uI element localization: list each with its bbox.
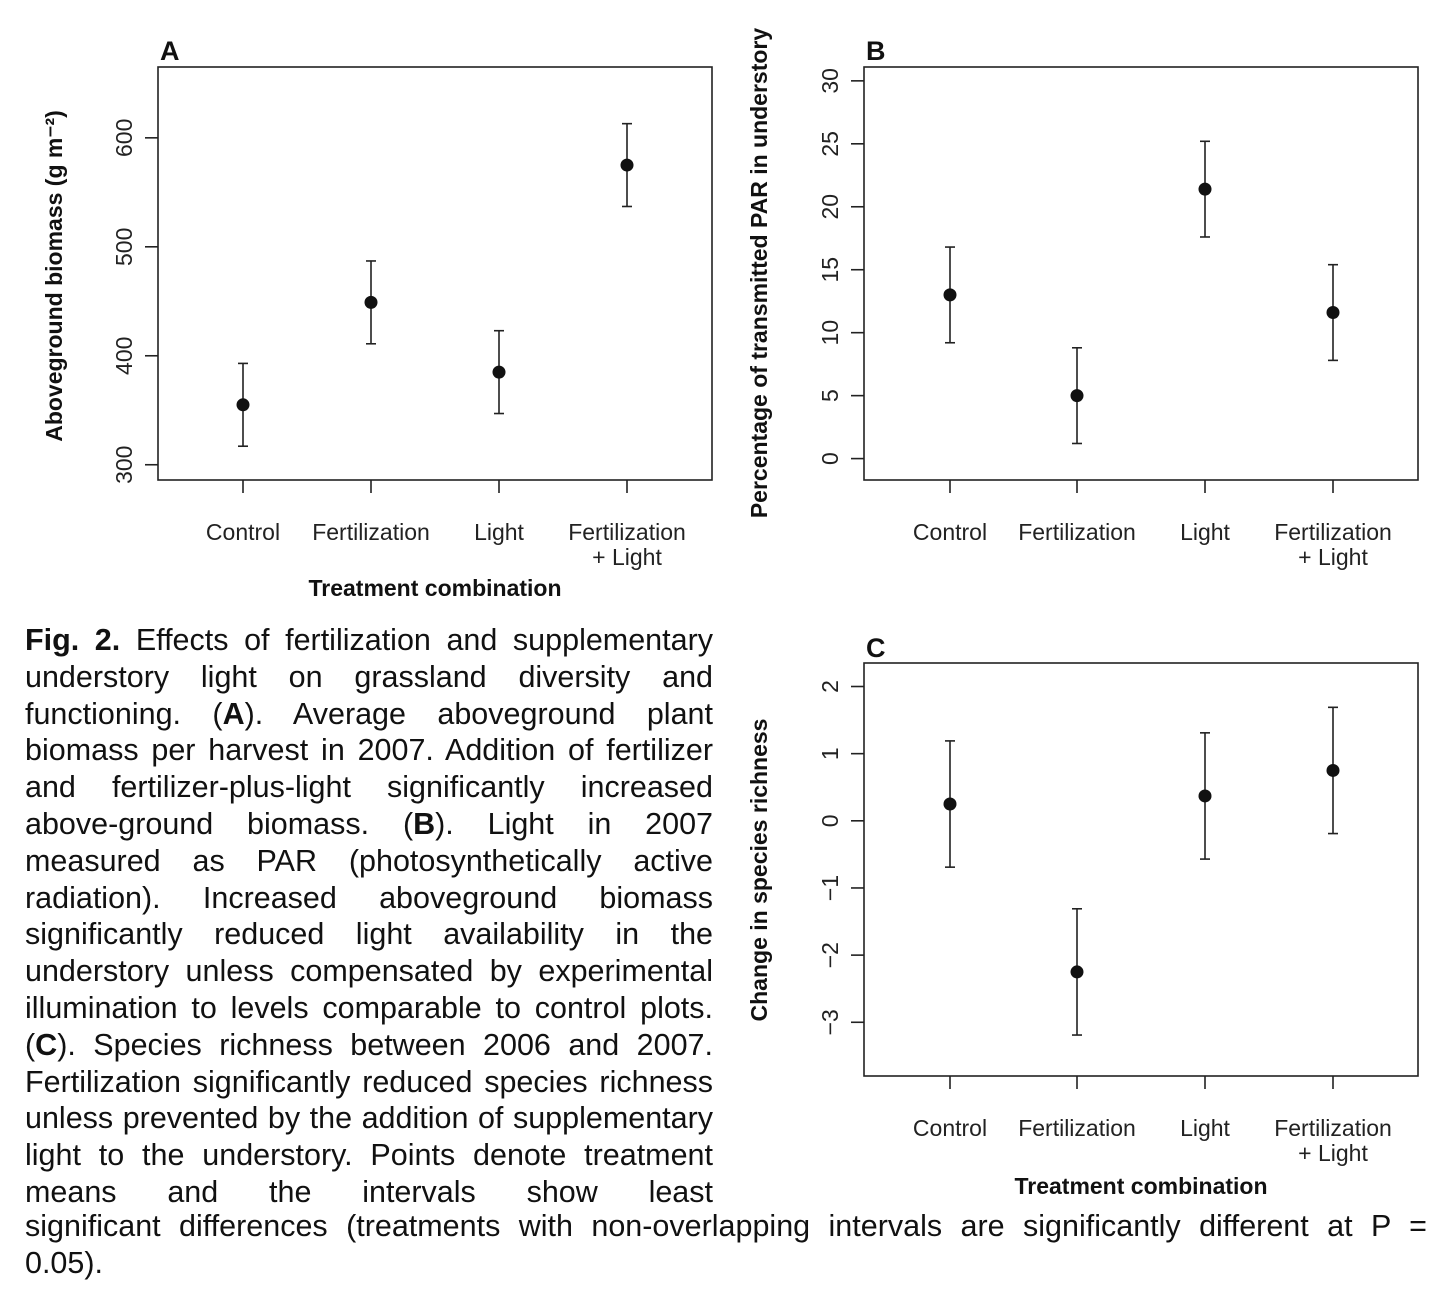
panel-c-mean-point bbox=[943, 797, 957, 811]
panel-a-x-tick-label: Control bbox=[206, 519, 280, 545]
panel-c-x-tick-label: Fertilization bbox=[1018, 1115, 1136, 1141]
panel-b-plot-frame bbox=[863, 66, 1419, 481]
panel-c-plot-frame bbox=[863, 662, 1419, 1077]
panel-b-mean-point bbox=[1070, 389, 1084, 403]
caption-fig-label: Fig. 2. bbox=[25, 623, 121, 657]
panel-a-y-tick-label: 500 bbox=[111, 228, 137, 266]
panel-b-y-tick-label: 30 bbox=[817, 68, 843, 94]
figure-caption-tail: significant differences (treatments with… bbox=[25, 1208, 1427, 1282]
panel-b-x-tick-label: Light bbox=[1180, 519, 1230, 545]
panel-c-y-axis-title: Change in species richness bbox=[746, 719, 772, 1022]
caption-text-4: ). Species richness between 2006 and 200… bbox=[25, 1027, 713, 1209]
panel-b-y-tick-label: 0 bbox=[817, 452, 843, 465]
panel-b-y-tick-label: 20 bbox=[817, 194, 843, 220]
caption-ref-a: A bbox=[222, 696, 245, 731]
panel-c-mean-point bbox=[1326, 763, 1340, 777]
panel-c-x-tick-label: Control bbox=[913, 1115, 987, 1141]
panel-c-y-tick-label: 0 bbox=[817, 814, 843, 827]
panel-a-x-axis-title: Treatment combination bbox=[308, 575, 561, 601]
panel-c-y-tick-label: −1 bbox=[817, 875, 843, 901]
panel-a-y-axis-title: Aboveground biomass (g m⁻²) bbox=[41, 110, 67, 442]
panel-b-y-tick-label: 25 bbox=[817, 131, 843, 157]
panel-c-y-tick-label: −3 bbox=[817, 1009, 843, 1035]
panel-b-y-tick-label: 10 bbox=[817, 320, 843, 346]
panel-a-x-tick-label: Fertilization + Light bbox=[568, 519, 686, 570]
panel-a-mean-point bbox=[364, 295, 378, 309]
panel-c-y-tick-label: −2 bbox=[817, 942, 843, 968]
panel-b-x-tick-label: Fertilization + Light bbox=[1274, 519, 1392, 570]
panel-b-y-axis-title: Percentage of transmitted PAR in underst… bbox=[746, 28, 772, 519]
panel-c-letter: C bbox=[866, 633, 886, 663]
caption-text-1: Effects of fertilization and supplementa… bbox=[25, 623, 713, 731]
panel-a-x-tick-label: Fertilization bbox=[312, 519, 430, 545]
panel-c-x-tick-label: Light bbox=[1180, 1115, 1230, 1141]
panel-a-y-tick-label: 300 bbox=[111, 446, 137, 484]
figure-caption: Fig. 2. Effects of fertilization and sup… bbox=[25, 622, 713, 1211]
panel-c-mean-point bbox=[1070, 965, 1084, 979]
caption-tail-line-2: 0.05). bbox=[25, 1245, 103, 1280]
caption-text-2: ). Average aboveground plant biomass per… bbox=[25, 696, 713, 841]
caption-ref-b: B bbox=[413, 806, 436, 841]
panel-c-x-tick-label: Fertilization + Light bbox=[1274, 1115, 1392, 1166]
panel-c-y-tick-label: 2 bbox=[817, 680, 843, 693]
panel-b-y-tick-label: 5 bbox=[817, 389, 843, 402]
caption-tail-line-1: significant differences (treatments with… bbox=[25, 1209, 1427, 1243]
panel-a-letter: A bbox=[160, 36, 180, 66]
panel-c-x-axis-title: Treatment combination bbox=[1014, 1173, 1267, 1199]
panel-b-y-tick-label: 15 bbox=[817, 257, 843, 283]
panel-a-mean-point bbox=[620, 158, 634, 172]
panel-a-x-tick-label: Light bbox=[474, 519, 524, 545]
panel-a-y-tick-label: 400 bbox=[111, 337, 137, 375]
panel-b-mean-point bbox=[1198, 182, 1212, 196]
panel-a-y-tick-label: 600 bbox=[111, 119, 137, 157]
panel-b-x-tick-label: Fertilization bbox=[1018, 519, 1136, 545]
panel-a-plot-frame bbox=[157, 66, 713, 481]
caption-text-3: ). Light in 2007 measured as PAR (photos… bbox=[25, 806, 713, 1062]
panel-b-mean-point bbox=[1326, 306, 1340, 320]
caption-ref-c: C bbox=[35, 1027, 58, 1062]
panel-c-mean-point bbox=[1198, 789, 1212, 803]
panel-b-letter: B bbox=[866, 36, 886, 66]
panel-c-y-tick-label: 1 bbox=[817, 747, 843, 760]
panel-a-mean-point bbox=[492, 365, 506, 379]
panel-b-mean-point bbox=[943, 288, 957, 302]
panel-a-mean-point bbox=[236, 398, 250, 412]
panel-b-x-tick-label: Control bbox=[913, 519, 987, 545]
